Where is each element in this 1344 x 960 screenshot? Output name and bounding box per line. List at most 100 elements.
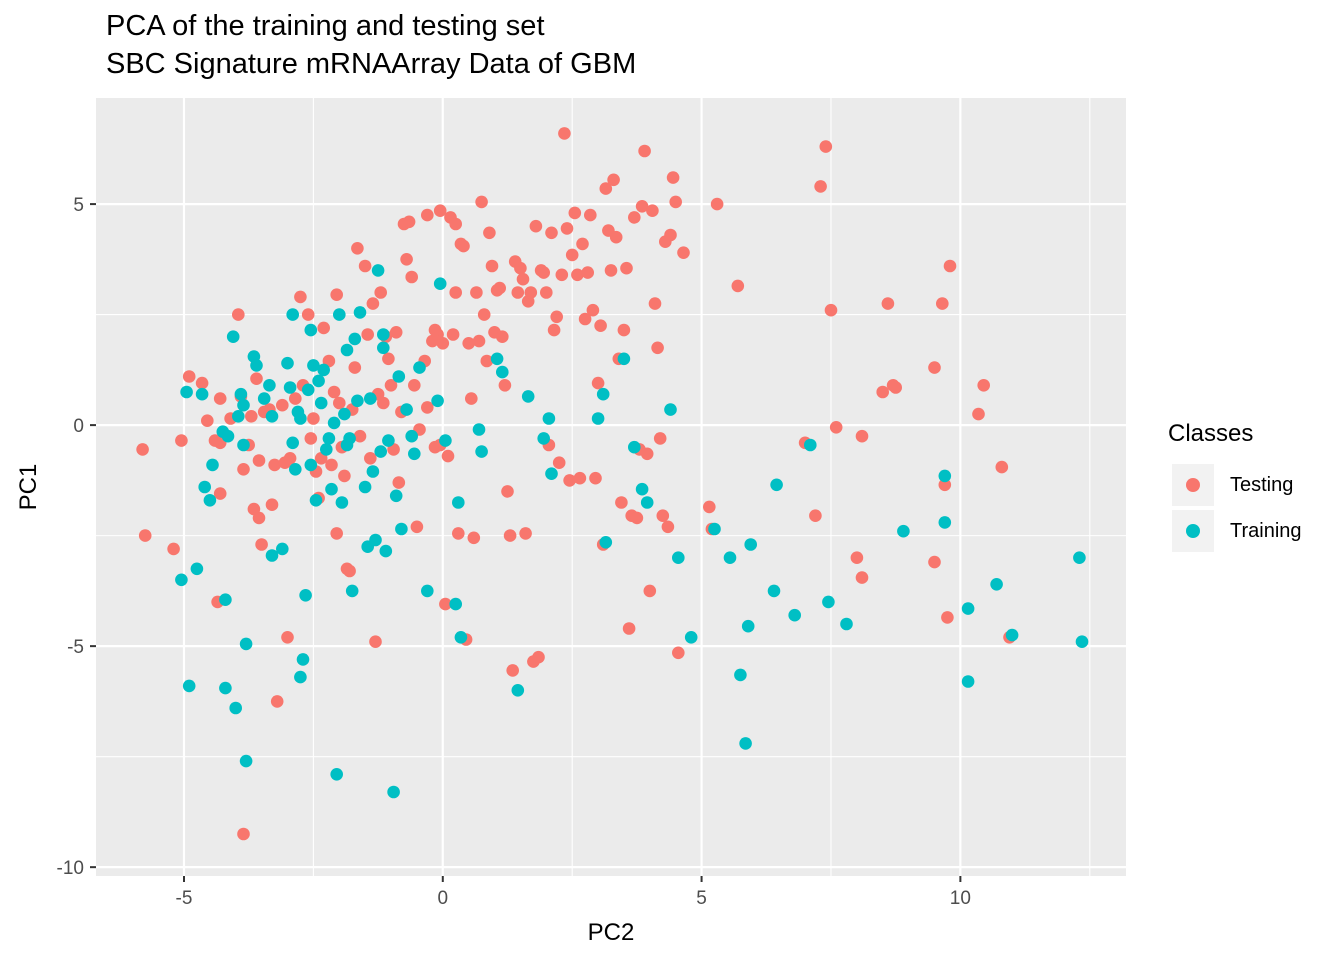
- point-testing: [529, 219, 543, 233]
- point-training: [938, 469, 952, 483]
- point-training: [1005, 628, 1019, 642]
- point-testing: [449, 217, 463, 231]
- point-testing: [498, 379, 512, 392]
- point-training: [433, 277, 447, 291]
- point-testing: [599, 182, 613, 195]
- point-testing: [327, 385, 341, 399]
- point-testing: [814, 180, 827, 193]
- point-testing: [555, 268, 569, 282]
- point-training: [542, 412, 556, 425]
- point-testing: [366, 297, 380, 310]
- point-training: [327, 416, 341, 430]
- point-training: [961, 602, 975, 615]
- point-testing: [439, 597, 452, 611]
- point-training: [628, 440, 641, 454]
- point-training: [640, 496, 654, 509]
- legend-key: [1172, 510, 1214, 552]
- point-training: [335, 496, 349, 509]
- point-testing: [677, 246, 690, 259]
- point-training: [304, 458, 318, 472]
- y-tick-label: 0: [73, 416, 84, 437]
- point-training: [182, 679, 196, 693]
- point-training: [840, 617, 853, 631]
- point-testing: [829, 421, 843, 434]
- point-training: [897, 524, 910, 538]
- point-training: [294, 670, 307, 684]
- point-testing: [578, 312, 592, 326]
- point-training: [723, 551, 737, 564]
- point-training: [472, 423, 486, 436]
- point-testing: [433, 204, 447, 217]
- point-testing: [537, 266, 550, 279]
- point-testing: [661, 520, 675, 534]
- point-testing: [589, 471, 602, 485]
- point-training: [175, 573, 188, 587]
- point-testing: [638, 144, 651, 158]
- point-training: [454, 631, 468, 644]
- point-training: [232, 410, 245, 423]
- point-testing: [330, 527, 344, 540]
- point-testing: [560, 222, 574, 235]
- axis-ticks: [90, 203, 962, 882]
- point-testing: [472, 334, 486, 348]
- point-testing: [382, 352, 395, 366]
- point-training: [229, 701, 242, 715]
- point-training: [1073, 551, 1086, 564]
- point-training: [822, 595, 835, 609]
- legend-dot-icon: [1186, 478, 1200, 492]
- point-training: [309, 494, 323, 507]
- point-testing: [421, 401, 434, 414]
- point-training: [374, 445, 388, 458]
- point-training: [382, 434, 395, 447]
- legend-item-testing: Testing: [1172, 464, 1344, 508]
- point-testing: [558, 127, 571, 140]
- point-testing: [250, 372, 263, 386]
- point-testing: [182, 370, 196, 383]
- point-testing: [265, 498, 279, 512]
- point-testing: [550, 310, 563, 324]
- point-training: [180, 385, 193, 399]
- point-testing: [524, 286, 538, 299]
- point-training: [635, 482, 649, 496]
- point-testing: [640, 447, 654, 461]
- legend-label: Testing: [1230, 474, 1294, 496]
- point-testing: [622, 622, 636, 635]
- point-training: [263, 379, 276, 392]
- x-tick-label: 0: [437, 888, 448, 909]
- point-training: [237, 398, 250, 412]
- point-testing: [607, 173, 620, 187]
- point-training: [237, 438, 250, 452]
- point-testing: [351, 242, 364, 255]
- point-testing: [237, 463, 250, 476]
- point-training: [788, 608, 801, 622]
- point-testing: [467, 531, 481, 545]
- point-training: [239, 637, 253, 651]
- point-training: [369, 533, 382, 547]
- point-testing: [283, 452, 297, 465]
- point-testing: [516, 272, 530, 286]
- point-training: [265, 549, 279, 562]
- point-testing: [136, 443, 149, 456]
- point-training: [377, 328, 390, 341]
- point-testing: [457, 239, 470, 253]
- point-testing: [710, 197, 724, 211]
- point-testing: [462, 337, 476, 350]
- point-training: [545, 467, 558, 481]
- point-training: [744, 538, 757, 551]
- point-testing: [876, 385, 889, 399]
- point-testing: [358, 259, 372, 273]
- point-testing: [819, 140, 833, 153]
- point-testing: [615, 496, 628, 509]
- point-training: [325, 482, 338, 496]
- point-training: [198, 480, 211, 494]
- point-testing: [591, 376, 605, 390]
- point-testing: [519, 527, 532, 540]
- data-points: [136, 127, 1089, 841]
- point-training: [413, 361, 426, 374]
- point-training: [190, 562, 204, 576]
- point-testing: [604, 264, 618, 277]
- point-training: [990, 578, 1003, 591]
- point-training: [591, 412, 605, 425]
- point-training: [392, 370, 406, 383]
- point-training: [286, 308, 300, 321]
